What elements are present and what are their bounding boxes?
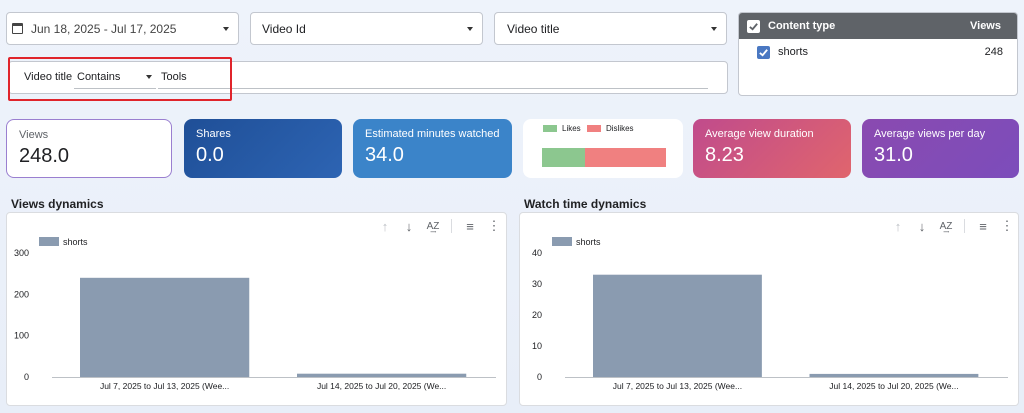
video-id-label: Video Id (262, 21, 306, 36)
likes-dislikes-bar (542, 148, 666, 167)
watch-time-dynamics-title: Watch time dynamics (524, 197, 647, 211)
y-tick-label: 10 (532, 341, 542, 351)
avg-per-day-label: Average views per day (874, 128, 986, 140)
dislikes-bar-segment (585, 148, 666, 167)
arrow-up-icon[interactable]: ↑ (894, 218, 902, 234)
toolbar-divider (964, 219, 965, 233)
toolbar-divider (451, 219, 452, 233)
legend-swatch (552, 237, 572, 246)
bar[interactable] (809, 373, 979, 377)
filter-value-text: Tools (161, 71, 187, 83)
chevron-down-icon (223, 27, 229, 31)
bar[interactable] (593, 274, 762, 377)
views-dynamics-panel: shorts 300 200 100 0 Jul 7, 2025 to Jul 13, 2… (6, 212, 507, 406)
legend-label: shorts (63, 237, 88, 247)
bar[interactable] (80, 277, 250, 377)
filter-field-label: Video title (24, 71, 73, 83)
arrow-down-icon[interactable]: ↓ (405, 218, 413, 234)
arrow-down-icon[interactable]: ↓ (918, 218, 926, 234)
shorts-checkbox[interactable] (757, 45, 770, 59)
row-label: shorts (778, 46, 808, 58)
avg-views-per-day-scorecard: Average views per day 31.0 (862, 119, 1019, 178)
x-tick-label: Jul 14, 2025 to Jul 20, 2025 (We... (829, 381, 958, 391)
chart-legend: shorts (552, 237, 601, 247)
likes-legend: Likes (543, 124, 581, 133)
minutes-watched-scorecard: Estimated minutes watched 34.0 (353, 119, 512, 178)
watch-time-dynamics-panel: shorts 40 30 20 10 0 Jul 7, 2025 to Jul 13, 20… (519, 212, 1019, 406)
more-vert-icon[interactable]: ⋮ (1000, 218, 1014, 233)
y-tick-label: 300 (14, 248, 29, 258)
watch-time-dynamics-chart: shorts 40 30 20 10 0 Jul 7, 2025 to Jul 13, 20… (532, 237, 1008, 391)
date-range-value: Jun 18, 2025 - Jul 17, 2025 (31, 21, 177, 36)
shares-value: 0.0 (196, 144, 224, 166)
y-tick-label: 200 (14, 289, 29, 299)
views-column-header: Views (970, 20, 1001, 32)
watch-time-chart-toolbar: ↑ ↓ A͢Z ≡ ⋮ (886, 218, 1019, 234)
views-dynamics-title: Views dynamics (11, 197, 104, 211)
checkmark-icon (759, 48, 768, 57)
y-tick-label: 0 (537, 372, 542, 382)
shares-scorecard: Shares 0.0 (184, 119, 342, 178)
table-row[interactable]: shorts 248 (739, 39, 1017, 65)
bar[interactable] (297, 373, 467, 377)
chevron-down-icon (711, 27, 717, 31)
minutes-label: Estimated minutes watched (365, 128, 500, 140)
likes-bar-segment (542, 148, 586, 167)
likes-label: Likes (562, 124, 581, 133)
chevron-down-icon (146, 75, 152, 79)
y-tick-label: 100 (14, 331, 29, 341)
checkmark-icon (749, 22, 758, 31)
select-all-checkbox[interactable] (747, 19, 760, 33)
filter-operator-value: Contains (77, 71, 121, 83)
views-label: Views (19, 129, 49, 141)
y-tick-label: 40 (532, 248, 542, 258)
filter-value-input[interactable]: Tools (158, 65, 708, 89)
highlight-box (8, 57, 232, 101)
y-tick-label: 0 (24, 372, 29, 382)
x-tick-label: Jul 14, 2025 to Jul 20, 2025 (We... (317, 381, 446, 391)
avg-duration-scorecard: Average view duration 8.23 (693, 119, 851, 178)
dislikes-swatch (587, 125, 601, 132)
chart-legend: shorts (39, 237, 88, 247)
arrow-up-icon[interactable]: ↑ (381, 218, 389, 234)
views-scorecard: Views 248.0 (6, 119, 172, 178)
filter-icon[interactable]: ≡ (979, 218, 987, 234)
minutes-value: 34.0 (365, 144, 404, 166)
sort-az-icon[interactable]: A͢Z (939, 220, 953, 232)
content-type-column-header: Content type (768, 20, 836, 32)
sort-az-icon[interactable]: A͢Z (426, 220, 440, 232)
views-dynamics-chart: shorts 300 200 100 0 Jul 7, 2025 to Jul 13, 2… (14, 237, 496, 391)
y-tick-label: 30 (532, 279, 542, 289)
avg-duration-value: 8.23 (705, 144, 744, 166)
content-type-header: Content type Views (739, 13, 1017, 39)
video-id-dropdown[interactable]: Video Id (250, 12, 483, 45)
filter-operator-select[interactable]: Contains (74, 65, 156, 89)
likes-dislikes-card: Likes Dislikes (523, 119, 683, 178)
dislikes-legend: Dislikes (587, 124, 634, 133)
video-title-label: Video title (507, 21, 560, 36)
row-views: 248 (984, 46, 1003, 58)
shares-label: Shares (196, 128, 231, 140)
legend-label: shorts (576, 237, 601, 247)
x-tick-label: Jul 7, 2025 to Jul 13, 2025 (Wee... (100, 381, 229, 391)
x-tick-label: Jul 7, 2025 to Jul 13, 2025 (Wee... (613, 381, 742, 391)
video-title-dropdown[interactable]: Video title (494, 12, 727, 45)
y-tick-label: 20 (532, 310, 542, 320)
calendar-icon (12, 23, 23, 34)
filter-icon[interactable]: ≡ (466, 218, 474, 234)
more-vert-icon[interactable]: ⋮ (487, 218, 501, 233)
views-value: 248.0 (19, 145, 70, 167)
dislikes-label: Dislikes (606, 124, 634, 133)
chevron-down-icon (467, 27, 473, 31)
avg-duration-label: Average view duration (705, 128, 814, 140)
avg-per-day-value: 31.0 (874, 144, 913, 166)
legend-swatch (39, 237, 59, 246)
views-chart-toolbar: ↑ ↓ A͢Z ≡ ⋮ (373, 218, 506, 234)
date-range-picker[interactable]: Jun 18, 2025 - Jul 17, 2025 (6, 12, 239, 45)
content-type-table: Content type Views shorts 248 (738, 12, 1018, 96)
likes-swatch (543, 125, 557, 132)
